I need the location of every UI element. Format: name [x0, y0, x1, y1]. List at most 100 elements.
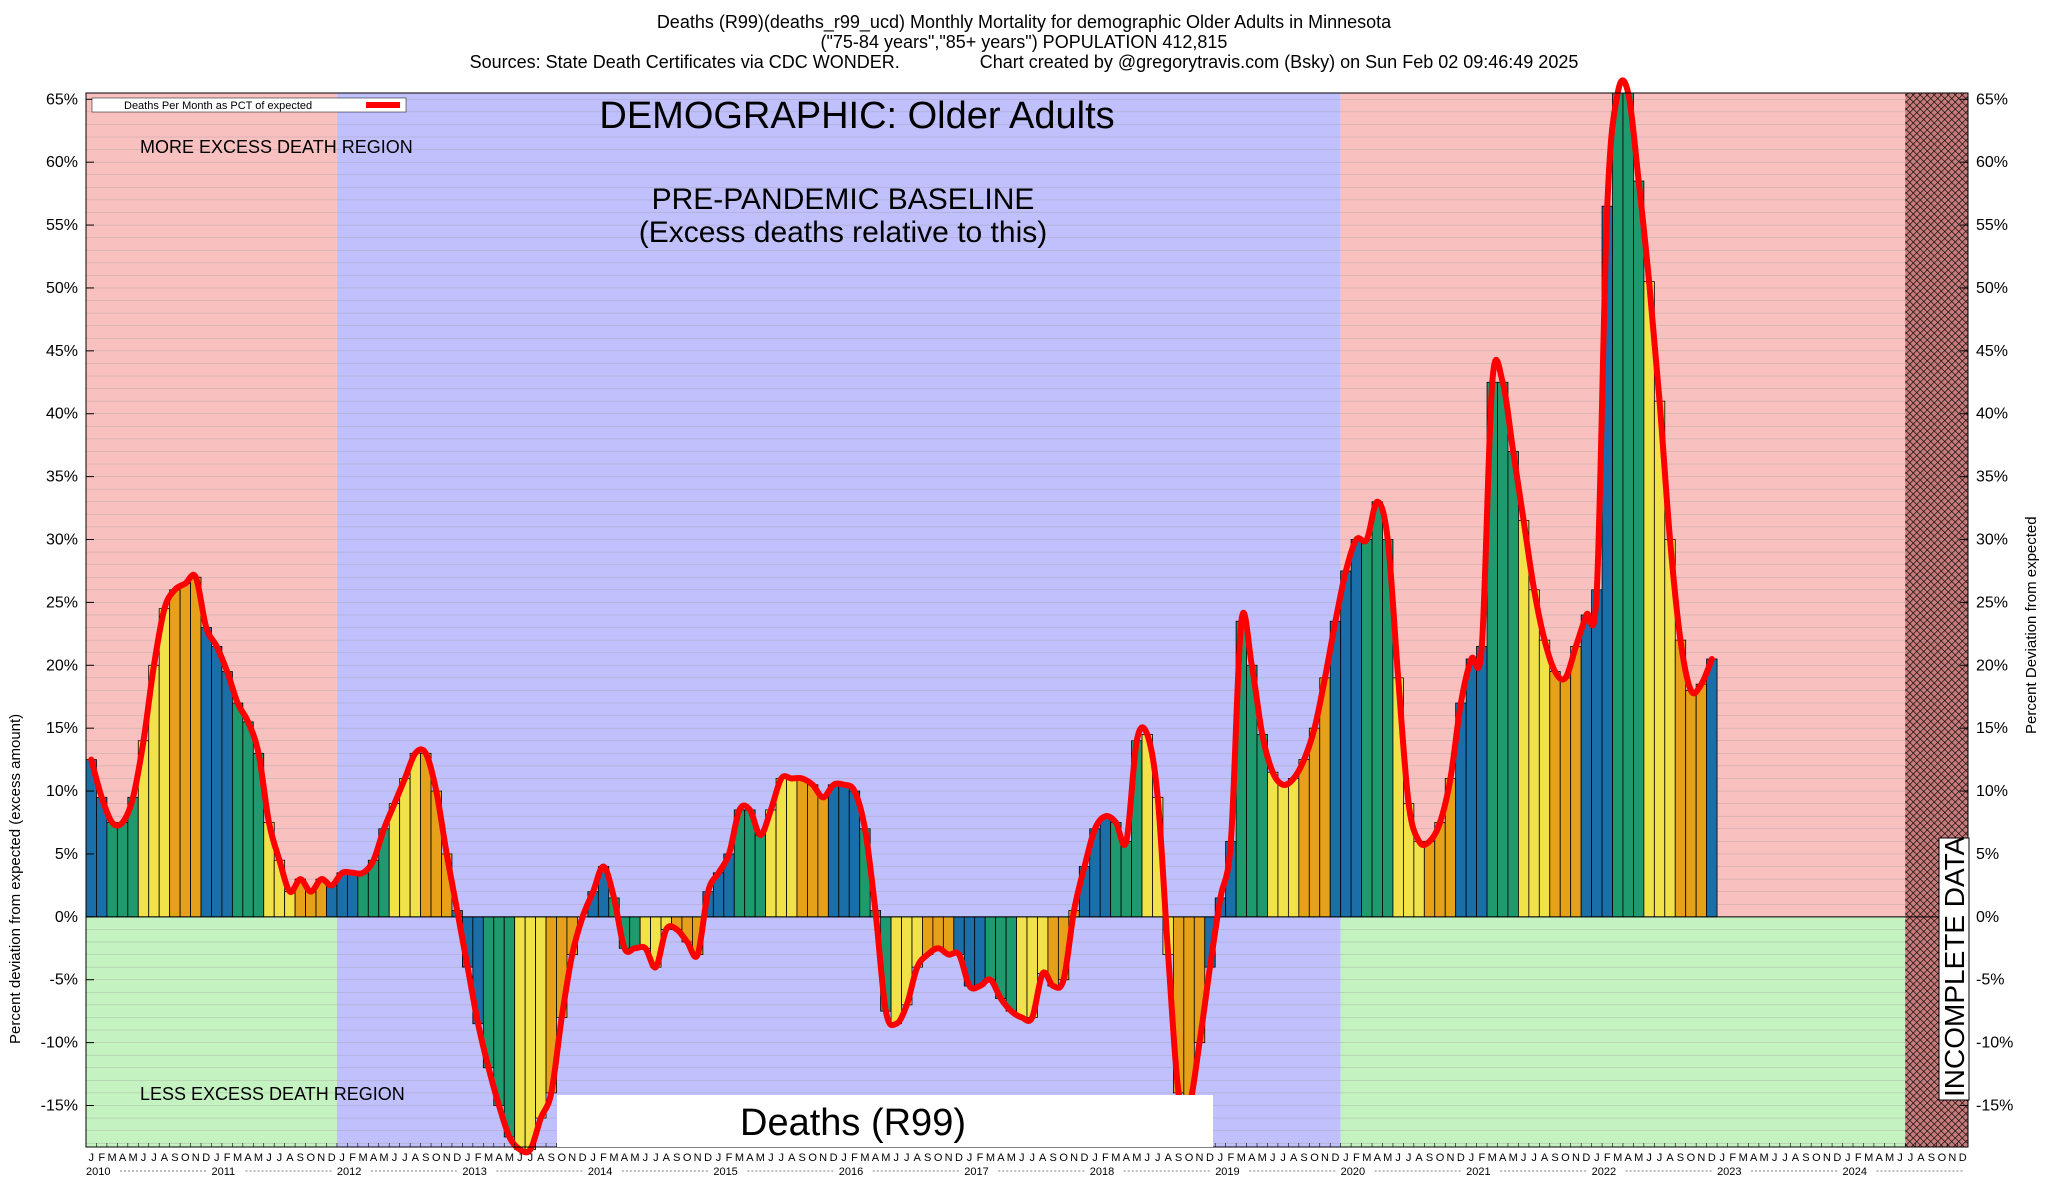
y-tick-label-right: -5%	[1976, 972, 2004, 989]
x-tick-year: 2014	[588, 1166, 612, 1178]
x-tick-month: J	[141, 1152, 147, 1164]
x-tick-month: N	[443, 1152, 451, 1164]
bar	[1706, 658, 1718, 918]
bar	[284, 891, 296, 918]
x-tick-month: D	[202, 1152, 210, 1164]
y-tick-label-right: 15%	[1976, 720, 2008, 737]
x-tick-month: J	[643, 1152, 649, 1164]
x-tick-month: M	[1111, 1152, 1120, 1164]
x-tick-month: M	[1864, 1152, 1873, 1164]
x-tick-year: 2013	[462, 1166, 486, 1178]
bar	[116, 822, 129, 918]
x-tick-month: A	[663, 1152, 671, 1164]
less-excess-label: LESS EXCESS DEATH REGION	[140, 1084, 405, 1104]
x-tick-month: N	[192, 1152, 200, 1164]
x-tick-month: N	[945, 1152, 953, 1164]
y-tick-label-left: 30%	[46, 532, 78, 549]
x-tick-month: J	[768, 1152, 774, 1164]
y-tick-label-right: -15%	[1976, 1097, 2013, 1114]
bar	[796, 778, 808, 918]
x-tick-month: J	[841, 1152, 847, 1164]
x-tick-month: A	[370, 1152, 378, 1164]
x-tick-month: D	[579, 1152, 587, 1164]
y-tick-label-right: 45%	[1976, 343, 2008, 360]
x-tick-year: 2017	[964, 1166, 988, 1178]
more-less-excess-2020-2024-lower	[1340, 916, 1906, 1147]
y-tick-label-left: 0%	[55, 909, 78, 926]
x-tick-month: O	[432, 1152, 441, 1164]
chart-title: Deaths (R99)(deaths_r99_ucd) Monthly Mor…	[656, 12, 1392, 32]
x-tick-month: S	[171, 1152, 178, 1164]
incomplete-label-box	[1938, 837, 1970, 1101]
x-tick-month: M	[756, 1152, 765, 1164]
x-tick-month: D	[704, 1152, 712, 1164]
x-tick-month: A	[1499, 1152, 1507, 1164]
x-tick-month: O	[1938, 1152, 1947, 1164]
x-tick-month: N	[1572, 1152, 1580, 1164]
x-tick-month: J	[967, 1152, 973, 1164]
x-tick-month: N	[1446, 1152, 1454, 1164]
bar	[388, 803, 401, 918]
x-tick-month: J	[1019, 1152, 1025, 1164]
x-tick-month: O	[1561, 1152, 1570, 1164]
x-tick-month: D	[1081, 1152, 1089, 1164]
y-tick-label-right: 25%	[1976, 594, 2008, 611]
bar	[200, 627, 212, 918]
x-tick-month: J	[339, 1152, 345, 1164]
x-tick-month: N	[1070, 1152, 1078, 1164]
x-tick-month: J	[1218, 1152, 1224, 1164]
x-tick-month: M	[1362, 1152, 1371, 1164]
x-tick-month: S	[1928, 1152, 1935, 1164]
baseline-label-1: PRE-PANDEMIC BASELINE	[652, 183, 1035, 216]
more-excess-label: MORE EXCESS DEATH REGION	[140, 137, 413, 157]
x-tick-month: D	[955, 1152, 963, 1164]
bar	[1423, 840, 1436, 918]
x-tick-month: J	[214, 1152, 220, 1164]
bar	[305, 891, 317, 918]
chart-subtitle: ("75-84 years","85+ years") POPULATION 4…	[820, 32, 1228, 52]
x-tick-year: 2023	[1717, 1166, 1741, 1178]
x-tick-month: A	[1123, 1152, 1131, 1164]
y-tick-label-right: 60%	[1976, 154, 2008, 171]
x-tick-month: M	[254, 1152, 263, 1164]
x-tick-month: N	[819, 1152, 827, 1164]
incomplete-label: INCOMPLETE DATA	[1939, 836, 1970, 1097]
x-tick-month: M	[1885, 1152, 1894, 1164]
x-tick-month: S	[1677, 1152, 1684, 1164]
x-tick-month: N	[1823, 1152, 1831, 1164]
x-tick-month: J	[1908, 1152, 1914, 1164]
y-tick-label-left: 10%	[46, 783, 78, 800]
x-tick-month: F	[1102, 1152, 1109, 1164]
y-tick-label-left: 5%	[55, 846, 78, 863]
bar	[179, 583, 191, 918]
y-tick-label-left: -15%	[41, 1097, 78, 1114]
x-tick-month: M	[505, 1152, 514, 1164]
bar	[786, 778, 798, 918]
bar	[1633, 180, 1645, 918]
x-tick-month: M	[128, 1152, 137, 1164]
x-tick-month: M	[1007, 1152, 1016, 1164]
x-tick-month: A	[1750, 1152, 1758, 1164]
x-tick-month: A	[495, 1152, 503, 1164]
x-tick-month: A	[286, 1152, 294, 1164]
x-tick-month: S	[1049, 1152, 1056, 1164]
y-tick-label-left: -5%	[50, 972, 78, 989]
bar	[1120, 840, 1132, 918]
x-tick-month: A	[1039, 1152, 1047, 1164]
x-tick-month: M	[1634, 1152, 1643, 1164]
x-tick-month: J	[1155, 1152, 1161, 1164]
x-tick-month: J	[1092, 1152, 1098, 1164]
bar	[1277, 784, 1289, 918]
x-tick-month: J	[517, 1152, 523, 1164]
bar	[1507, 451, 1519, 918]
x-tick-month: A	[997, 1152, 1005, 1164]
bar	[974, 916, 986, 987]
y-tick-label-left: 40%	[46, 406, 78, 423]
cause-label: Deaths (R99)	[740, 1102, 966, 1144]
bar	[1695, 683, 1708, 918]
y-tick-label-left: 20%	[46, 657, 78, 674]
x-tick-year: 2016	[839, 1166, 863, 1178]
x-tick-month: J	[392, 1152, 398, 1164]
bar	[932, 916, 944, 949]
